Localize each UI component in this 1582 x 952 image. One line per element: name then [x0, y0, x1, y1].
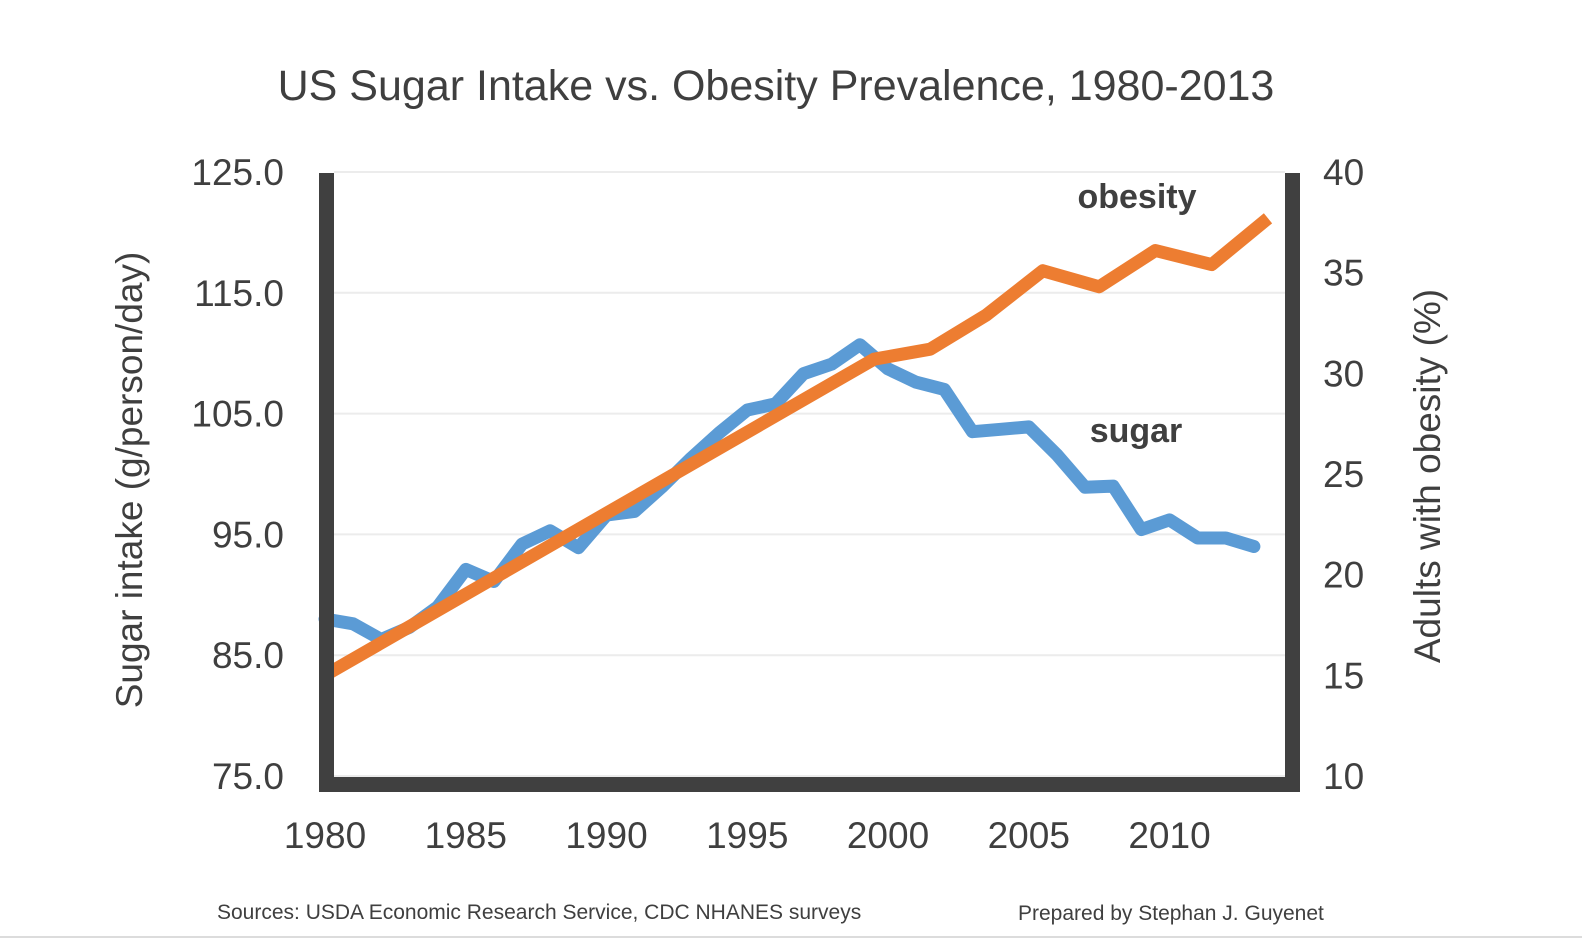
- series-layer: [318, 213, 1273, 681]
- right-tick-label: 10: [1323, 756, 1364, 797]
- sugar-series-line: [318, 338, 1261, 646]
- left-axis-line: [319, 173, 334, 792]
- right-tick-label: 25: [1323, 454, 1364, 495]
- x-axis-line: [319, 777, 1300, 792]
- left-tick-label: 75.0: [212, 756, 284, 797]
- x-tick-label: 2000: [847, 815, 929, 856]
- obesity-series-label: obesity: [1077, 178, 1196, 216]
- left-axis-ticks: 125.0 115.0 105.0 95.0 85.0 75.0: [191, 152, 284, 797]
- left-tick-label: 95.0: [212, 514, 284, 555]
- right-axis-label: Adults with obesity (%): [1407, 289, 1448, 663]
- right-tick-label: 15: [1323, 655, 1364, 696]
- left-tick-label: 85.0: [212, 635, 284, 676]
- right-tick-label: 20: [1323, 555, 1364, 596]
- sugar-series-label: sugar: [1090, 412, 1183, 450]
- left-tick-label: 105.0: [191, 394, 284, 435]
- right-tick-label: 30: [1323, 353, 1364, 394]
- gridlines: [334, 171, 1285, 777]
- left-axis-label: Sugar intake (g/person/day): [109, 252, 150, 709]
- x-axis-ticks: 1980 1985 1990 1995 2000 2005 2010: [284, 815, 1211, 856]
- x-tick-label: 1995: [706, 815, 788, 856]
- right-tick-label: 35: [1323, 253, 1364, 294]
- chart-title: US Sugar Intake vs. Obesity Prevalence, …: [278, 62, 1275, 110]
- x-tick-label: 2005: [988, 815, 1070, 856]
- bottom-divider: [0, 936, 1582, 938]
- sources-note: Sources: USDA Economic Research Service,…: [217, 901, 861, 924]
- right-axis-line: [1285, 173, 1300, 792]
- x-tick-label: 2010: [1128, 815, 1210, 856]
- x-tick-label: 1980: [284, 815, 366, 856]
- right-axis-ticks: 40 35 30 25 20 15 10: [1323, 152, 1364, 797]
- left-tick-label: 125.0: [191, 152, 284, 193]
- credit-note: Prepared by Stephan J. Guyenet: [1018, 902, 1324, 925]
- right-tick-label: 40: [1323, 152, 1364, 193]
- x-tick-label: 1990: [565, 815, 647, 856]
- x-tick-label: 1985: [425, 815, 507, 856]
- left-tick-label: 115.0: [194, 273, 284, 314]
